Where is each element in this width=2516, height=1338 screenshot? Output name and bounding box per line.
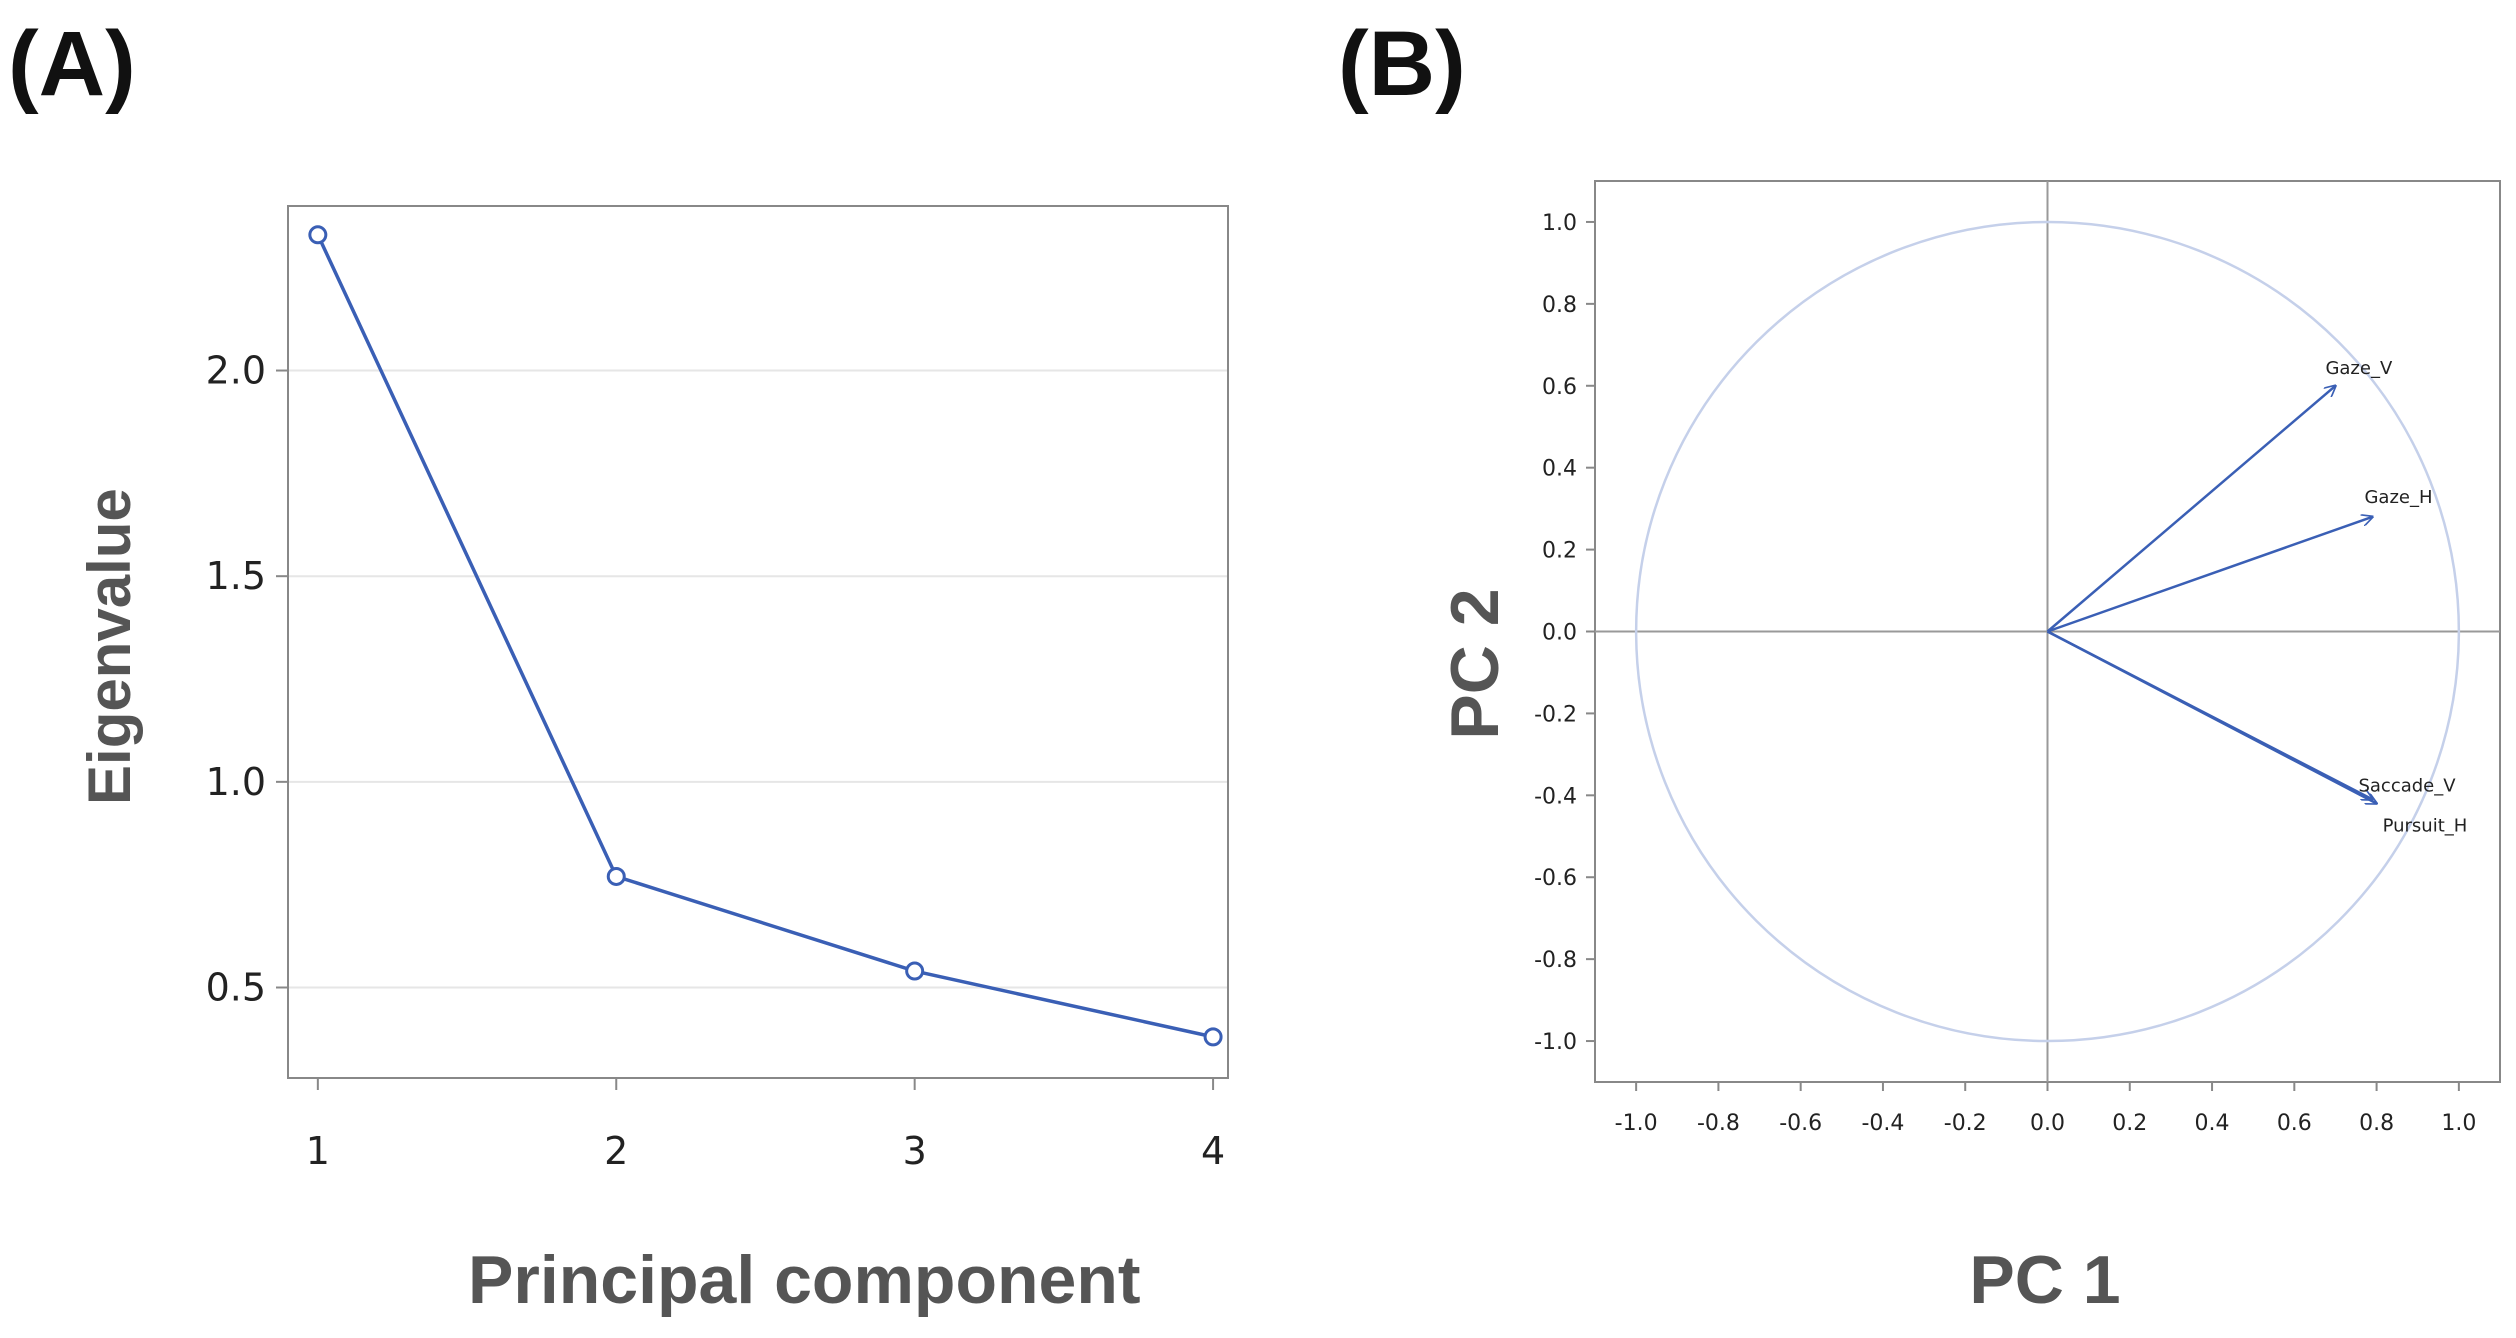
vector-label: Saccade_V	[2358, 775, 2456, 796]
loading-vector	[2047, 517, 2373, 633]
loading-vector	[2046, 630, 2377, 804]
y-tick-label: 0.8	[1542, 293, 1577, 318]
x-tick-label: -0.4	[1861, 1111, 1904, 1136]
y-tick-label: 1.0	[206, 760, 266, 804]
x-tick-label: 0.6	[2277, 1111, 2312, 1136]
vector-label: Pursuit_H	[2383, 816, 2468, 837]
data-point	[308, 225, 328, 245]
y-tick-label: 0.2	[1542, 539, 1577, 564]
panel-a-label: (A)	[8, 13, 136, 115]
y-tick-label: -0.4	[1534, 784, 1577, 809]
plot-frame	[287, 205, 1229, 1079]
loading-plot: -1.0 -0.8 -0.6 -0.4 -0.2 0.0 0.2 0.4 0.6 0.8 1.0 -1…	[1534, 180, 2501, 1136]
y-tick-label: -0.8	[1534, 948, 1577, 973]
x-tick-label: -0.2	[1944, 1111, 1987, 1136]
chart-b-x-axis-title: PC 1	[1969, 1242, 2121, 1318]
x-tick-label: 4	[1201, 1129, 1225, 1173]
y-tick-label: 1.0	[1542, 211, 1577, 236]
x-tick-label: -0.8	[1697, 1111, 1740, 1136]
x-tick-label: 2	[604, 1129, 628, 1173]
y-tick-label: -0.6	[1534, 866, 1577, 891]
unit-circle	[1634, 220, 2461, 1043]
y-tick-label: 0.6	[1542, 375, 1577, 400]
x-tick-label: 3	[903, 1129, 927, 1173]
x-tick-label: 1.0	[2441, 1111, 2476, 1136]
x-tick-label: 0.0	[2030, 1111, 2065, 1136]
y-tick-label: 2.0	[206, 349, 266, 393]
y-tick-label: 1.5	[206, 554, 266, 598]
data-point	[606, 866, 626, 886]
data-point	[1203, 1027, 1223, 1047]
series-line	[316, 234, 1214, 1039]
y-tick-label: -0.2	[1534, 702, 1577, 727]
y-tick-label: 0.5	[206, 966, 266, 1010]
vector-label: Gaze_H	[2364, 487, 2432, 508]
x-tick-label: -0.6	[1779, 1111, 1822, 1136]
x-tick-label: -1.0	[1615, 1111, 1658, 1136]
x-tick-label: 1	[306, 1129, 330, 1173]
y-tick-label: -1.0	[1534, 1030, 1577, 1055]
data-point	[905, 961, 925, 981]
loading-vector	[2046, 386, 2336, 633]
x-tick-label: 0.8	[2359, 1111, 2394, 1136]
y-tick-label: 0.0	[1542, 621, 1577, 646]
y-tick-label: 0.4	[1542, 457, 1577, 482]
scree-plot: 0.5 1.0 1.5 2.0 1 2 3 4	[206, 205, 1229, 1173]
x-tick-label: 0.2	[2112, 1111, 2147, 1136]
x-tick-label: 0.4	[2195, 1111, 2230, 1136]
panel-b-label: (B)	[1338, 13, 1466, 115]
vector-label: Gaze_V	[2325, 358, 2393, 379]
